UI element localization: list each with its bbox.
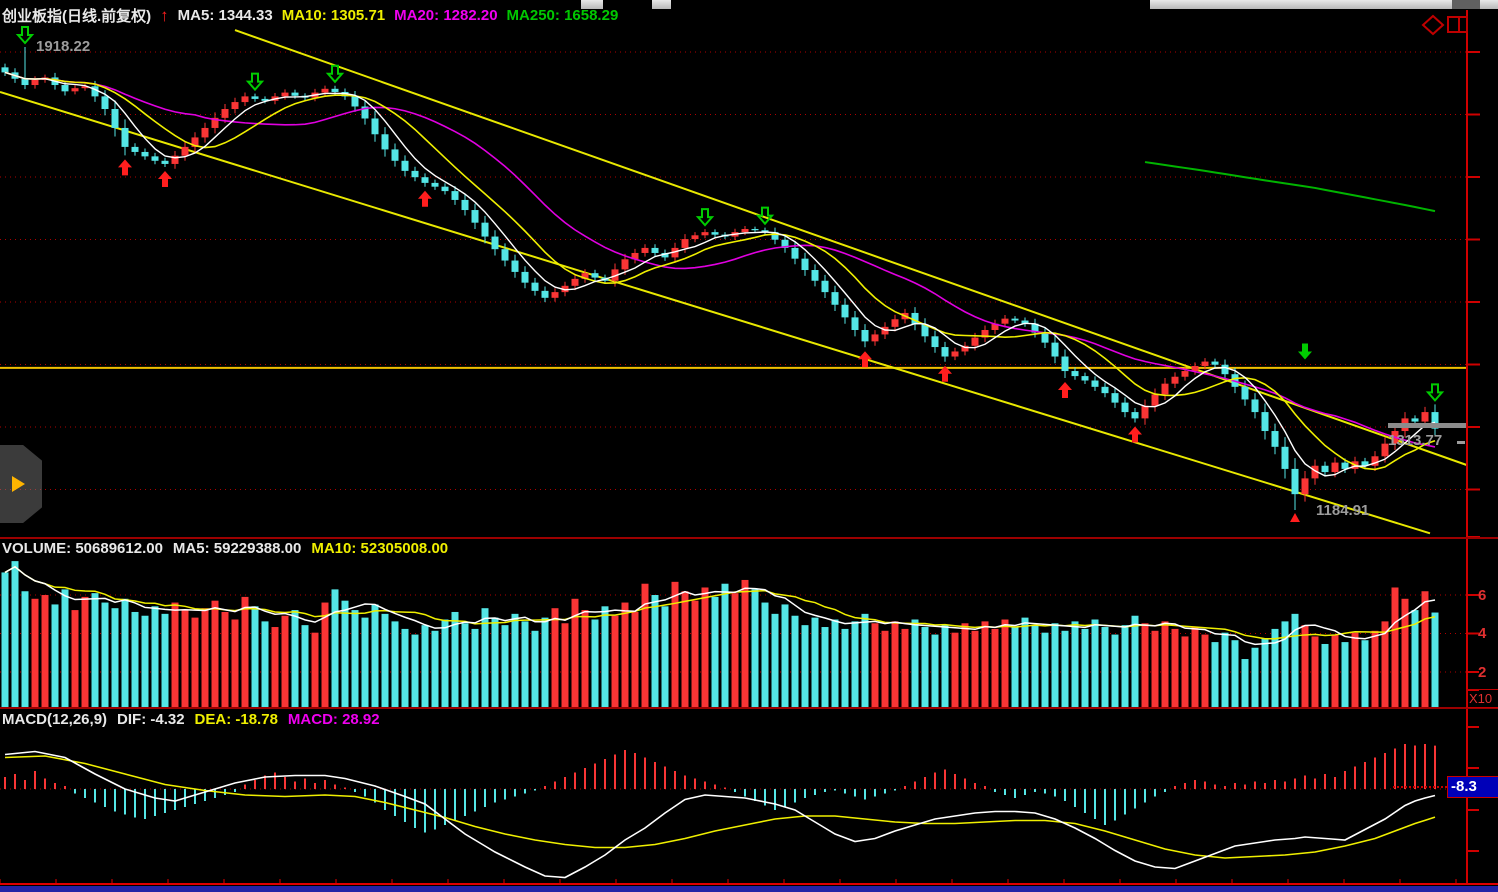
volume-chart[interactable]: [0, 540, 1498, 708]
window-edge-segment: [581, 0, 603, 9]
ma10-value: MA10: 1305.71: [281, 7, 386, 24]
macd-title: MACD(12,26,9): [2, 711, 108, 728]
macd-chart[interactable]: [0, 708, 1498, 892]
high-price-label: 1918.22: [36, 38, 91, 55]
ma10-layer: [4, 71, 1436, 471]
main-candlestick-chart[interactable]: [0, 0, 1498, 540]
macd-value: MACD: 28.92: [287, 711, 380, 728]
ma250-layer: [1144, 161, 1436, 213]
volume-ma5-layer: [4, 565, 1436, 646]
sidebar-expand-tab[interactable]: [0, 445, 42, 523]
macd-axis-badge: -8.3: [1447, 776, 1498, 798]
axis-layer: [1466, 10, 1480, 540]
dea-line-layer: [4, 755, 1436, 859]
volume-axis-tick-2: 2: [1478, 664, 1487, 681]
volume-header: VOLUME: 50689612.00 MA5: 59229388.00 MA1…: [2, 540, 448, 557]
volume-value: VOLUME: 50689612.00: [2, 540, 163, 557]
dea-value: DEA: -18.78: [194, 711, 278, 728]
volume-axis-tick-6: 6: [1478, 587, 1487, 604]
pane-divider: [0, 537, 1498, 539]
split-window-icon[interactable]: [1446, 14, 1470, 36]
ma5-layer: [4, 71, 1436, 477]
badge-leader-line: [1393, 786, 1447, 788]
bottom-strip-layer: [0, 886, 1498, 892]
volume-axis-tick-4: 4: [1478, 625, 1487, 642]
time-axis-layer: [0, 879, 1498, 885]
window-edge-segment: [652, 0, 671, 9]
last-price-bar-layer: [1388, 423, 1467, 428]
volume-axis-unit: X10: [1466, 689, 1498, 708]
dif-line-layer: [4, 750, 1436, 879]
pane-divider: [0, 707, 1498, 709]
trendline-layer: [0, 29, 1468, 535]
volume-ma10-value: MA10: 52305008.00: [311, 540, 449, 557]
ma250-value: MA250: 1658.29: [506, 7, 619, 24]
volume-bars-layer: [1, 561, 1439, 708]
volume-ma5-value: MA5: 59229388.00: [172, 540, 302, 557]
ma20-layer: [4, 71, 1436, 448]
diamond-tool-icon[interactable]: [1421, 14, 1445, 36]
ma20-value: MA20: 1282.20: [394, 7, 498, 24]
markers-layer: [15, 26, 1445, 523]
trend-up-icon: ↑: [160, 5, 169, 25]
axis-layer: [1466, 540, 1479, 708]
ma5-value: MA5: 1344.33: [177, 7, 273, 24]
histogram-layer: [4, 744, 1436, 833]
expand-arrow-icon: [12, 476, 25, 492]
window-edge-strip: [1150, 0, 1498, 9]
macd-header: MACD(12,26,9) DIF: -4.32 DEA: -18.78 MAC…: [2, 711, 380, 728]
low-price-label: 1184.91: [1316, 502, 1370, 519]
symbol-title: 创业板指(日线.前复权): [2, 8, 152, 25]
indicator-header: 创业板指(日线.前复权) ↑ MA5: 1344.33 MA10: 1305.7…: [2, 5, 618, 26]
last-price-dash: [1457, 441, 1465, 444]
last-price-label: 1313.77: [1388, 432, 1443, 449]
window-edge-notch: [1452, 0, 1480, 9]
grid-layer: [0, 51, 1467, 490]
volume-ma10-layer: [4, 565, 1436, 640]
candles-layer: [1, 47, 1439, 511]
dif-value: DIF: -4.32: [117, 711, 185, 728]
